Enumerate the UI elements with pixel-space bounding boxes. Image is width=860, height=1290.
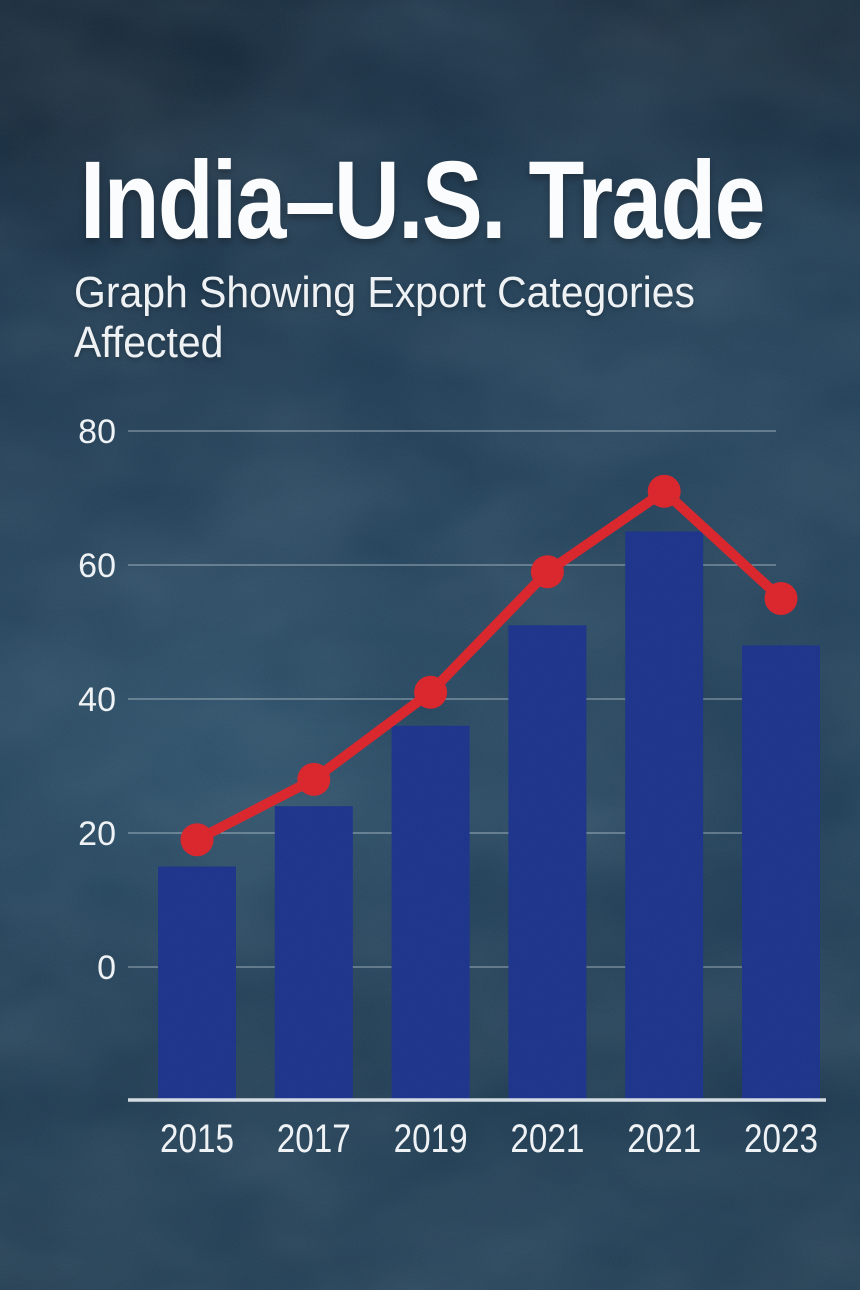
- line-point-2017-1: [297, 762, 331, 796]
- x-label-2023-5: 2023: [744, 1117, 818, 1161]
- x-label-2021-3: 2021: [510, 1117, 584, 1161]
- line-point-2023-5: [764, 582, 798, 615]
- x-label-2019-2: 2019: [394, 1117, 468, 1161]
- x-label-2021-4: 2021: [627, 1117, 701, 1161]
- y-tick-60: 60: [78, 547, 116, 585]
- bar-series: [158, 531, 820, 1100]
- line-point-2021-3: [530, 555, 564, 589]
- line-point-2015-0: [180, 823, 214, 857]
- y-tick-0: 0: [97, 949, 116, 987]
- y-tick-80: 80: [78, 413, 116, 451]
- x-label-2017-1: 2017: [277, 1117, 351, 1161]
- bar-2015-0: [158, 866, 236, 1100]
- line-series: [180, 474, 798, 857]
- bar-2019-2: [391, 725, 470, 1100]
- bar-2021-3: [508, 625, 587, 1100]
- line-point-2021-4: [647, 474, 681, 508]
- y-tick-20: 20: [78, 815, 116, 853]
- bar-2017-1: [274, 806, 353, 1100]
- x-label-2015-0: 2015: [160, 1117, 234, 1161]
- line-point-2019-2: [414, 675, 448, 709]
- bar-2021-4: [625, 531, 704, 1100]
- bar-2023-5: [742, 645, 820, 1100]
- y-tick-40: 40: [78, 681, 116, 719]
